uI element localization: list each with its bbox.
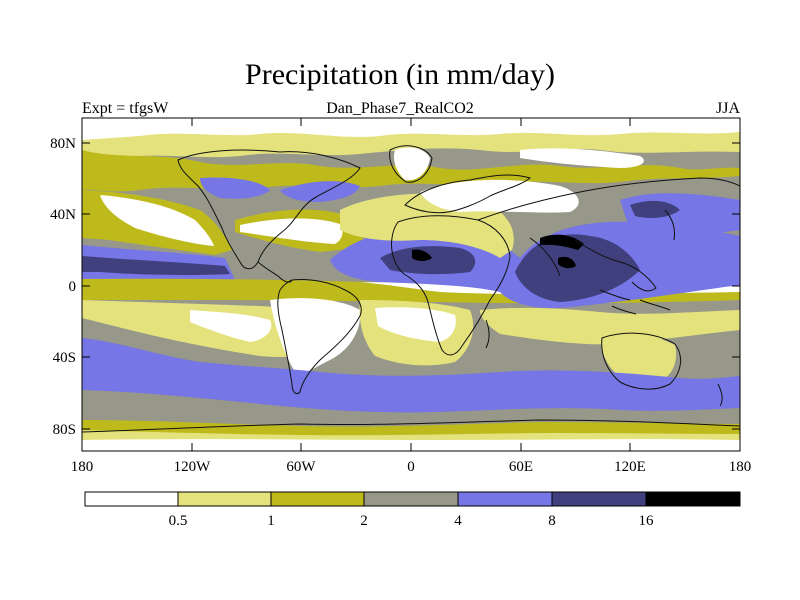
lat-tick-label: 40N	[50, 207, 76, 223]
monsoon-darkblue-asia	[515, 234, 640, 302]
lat-tick-label: 80N	[50, 136, 76, 152]
experiment-label: Expt = tfgsW	[82, 100, 169, 117]
colorbar-box	[363, 491, 459, 507]
monsoon-black-africa	[412, 249, 432, 261]
lon-tick-label: 180	[71, 459, 94, 475]
coast-greenland	[389, 145, 433, 183]
colorbar-label: 0.5	[169, 513, 188, 529]
greenland-white	[394, 147, 430, 181]
coast-madagascar	[485, 319, 490, 349]
coast-new-zealand	[717, 383, 723, 407]
lat-tick-label: 80S	[53, 422, 76, 438]
lon-tick-label: 60W	[286, 459, 316, 475]
colorbar-box	[645, 491, 741, 507]
coast-asia	[477, 177, 740, 292]
s-atlantic-white	[375, 307, 456, 342]
precipitation-field	[82, 118, 740, 451]
colorbar-label: 8	[548, 513, 556, 529]
central-asia-white	[420, 179, 579, 213]
colorbar-box	[177, 491, 272, 507]
siberia-white	[520, 148, 644, 168]
map-title: Precipitation (in mm/day)	[245, 58, 555, 91]
itcz-pacific-darkblue	[82, 256, 230, 276]
lon-tick-label: 0	[407, 459, 415, 475]
colorbar-box	[457, 491, 553, 507]
lon-tick-label: 120E	[614, 459, 646, 475]
nh-pacific-white	[100, 195, 214, 246]
lon-tick-label: 120W	[174, 459, 212, 475]
coast-southeast-asia	[599, 289, 671, 315]
colorbar-box	[84, 491, 179, 507]
colorbar-box	[551, 491, 647, 507]
gulfstream-blue	[280, 181, 360, 202]
colorbar-label: 2	[360, 513, 368, 529]
colorbar-label: 1	[267, 513, 275, 529]
map-subtitle: Dan_Phase7_RealCO2	[326, 100, 474, 117]
southern-ocean-gray	[82, 390, 740, 426]
coast-japan	[664, 209, 675, 241]
coast-north-america	[177, 149, 361, 270]
monsoon-black-bay	[558, 256, 576, 269]
coast-south-america	[277, 279, 362, 395]
season-label: JJA	[715, 100, 740, 117]
lat-tick-label: 40S	[53, 350, 76, 366]
coast-africa	[391, 215, 511, 356]
colorbar-label: 4	[454, 513, 462, 529]
lon-axis: 180 120W 60W 0 60E 120E 180	[71, 118, 752, 475]
southern-ocean-blue	[82, 338, 740, 413]
s-america-white	[270, 298, 361, 375]
s-pacific-white	[190, 310, 272, 342]
coast-antarctica	[82, 419, 740, 433]
nh-atlantic-white	[240, 218, 343, 244]
n-pacific-blue	[200, 177, 270, 199]
lat-axis: 80N 40N 0 40S 80S	[50, 136, 740, 438]
lon-tick-label: 180	[729, 459, 752, 475]
coast-europe	[404, 174, 532, 214]
colorbar: 0.5 1 2 4 8 16	[84, 491, 741, 529]
colorbar-label: 16	[639, 513, 655, 529]
coastlines	[82, 145, 740, 433]
arctic-white	[82, 118, 740, 140]
lon-tick-label: 60E	[509, 459, 533, 475]
monsoon-black-india	[540, 234, 584, 250]
monsoon-darkblue	[380, 246, 476, 275]
lat-tick-label: 0	[69, 279, 77, 295]
coast-australia	[601, 332, 682, 390]
antarctic-olive	[82, 420, 740, 437]
s-indian-yellow	[480, 307, 740, 345]
colorbar-box	[270, 491, 365, 507]
antarctic-yellow	[82, 430, 740, 442]
